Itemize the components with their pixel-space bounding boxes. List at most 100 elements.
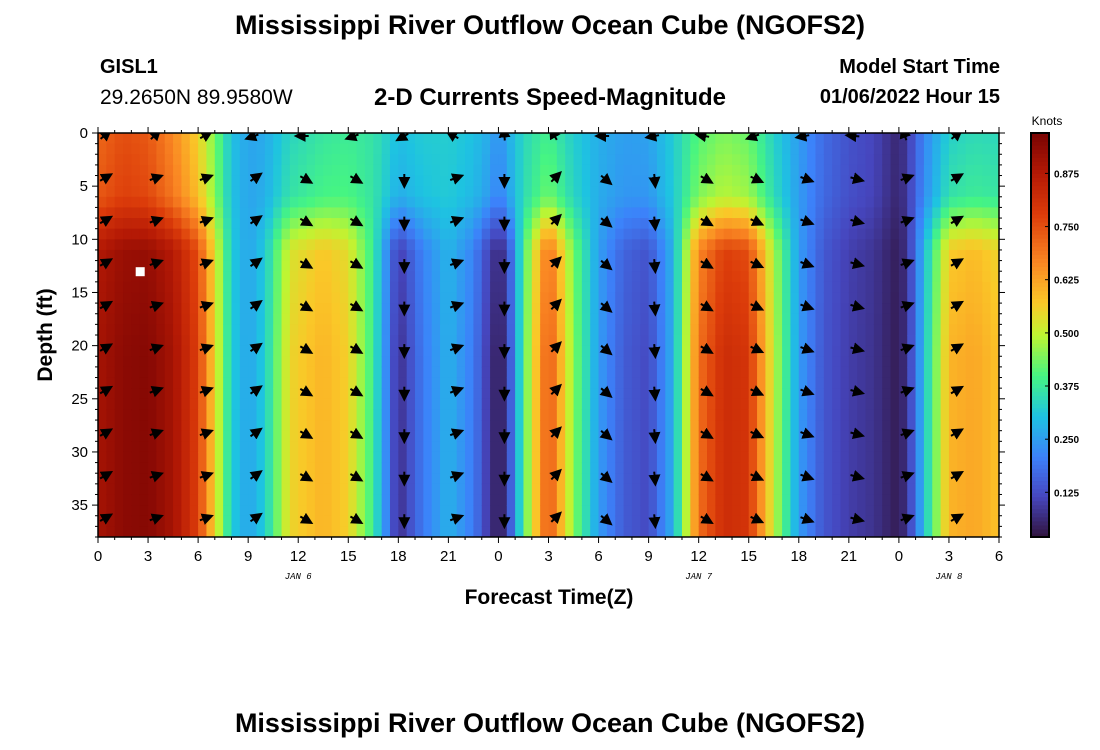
heatmap-cell <box>406 313 416 325</box>
heatmap-cell <box>415 420 424 432</box>
heatmap-cell <box>807 420 817 432</box>
heatmap-cell <box>832 260 842 272</box>
heatmap-cell <box>314 505 324 517</box>
heatmap-cell <box>940 324 950 336</box>
heatmap-cell <box>339 249 349 262</box>
heatmap-cell <box>139 345 149 357</box>
heatmap-cell <box>239 186 249 198</box>
heatmap-cell <box>548 505 558 517</box>
heatmap-cell <box>748 186 758 198</box>
heatmap-cell <box>982 228 992 240</box>
heatmap-cell <box>498 196 508 209</box>
heatmap-cell <box>990 228 999 240</box>
heatmap-cell <box>456 271 466 283</box>
heatmap-cell <box>331 526 341 537</box>
heatmap-cell <box>590 494 600 506</box>
colorbar-step <box>1031 480 1049 486</box>
heatmap-cell <box>231 441 241 453</box>
heatmap-cell <box>732 409 741 421</box>
heatmap-cell <box>456 281 466 294</box>
heatmap-cell <box>323 164 333 177</box>
heatmap-cell <box>531 388 541 400</box>
heatmap-cell <box>248 441 258 453</box>
heatmap-cell <box>314 260 324 272</box>
heatmap-cell <box>465 175 475 187</box>
current-vector-arrow <box>900 386 915 398</box>
heatmap-cell <box>973 526 983 537</box>
heatmap-cell <box>757 164 766 177</box>
heatmap-cell <box>406 196 416 209</box>
heatmap-cell <box>923 388 933 400</box>
heatmap-cell <box>832 388 842 400</box>
x-tick-label: 21 <box>440 548 457 565</box>
heatmap-cell <box>273 420 283 432</box>
heatmap-cell <box>815 441 825 453</box>
heatmap-cell <box>423 494 433 506</box>
heatmap-cell <box>715 526 725 537</box>
heatmap-cell <box>715 133 725 145</box>
heatmap-cell <box>114 292 124 304</box>
heatmap-cell <box>990 249 999 262</box>
heatmap-cell <box>757 228 766 240</box>
heatmap-cell <box>965 515 975 527</box>
heatmap-cell <box>915 196 925 209</box>
heatmap-cell <box>857 164 867 177</box>
heatmap-cell <box>506 388 516 400</box>
heatmap-cell <box>398 218 408 230</box>
heatmap-cell <box>715 281 725 294</box>
heatmap-cell <box>481 143 491 155</box>
heatmap-cell <box>656 345 666 357</box>
current-vector-arrow <box>750 215 765 226</box>
heatmap-cell <box>106 451 116 464</box>
heatmap-cell <box>606 409 616 421</box>
heatmap-cell <box>982 207 992 219</box>
heatmap-cell <box>373 451 383 464</box>
heatmap-cell <box>740 366 750 379</box>
heatmap-cell <box>707 377 716 389</box>
heatmap-cell <box>473 154 483 166</box>
heatmap-cell <box>782 164 792 177</box>
current-vector-arrow <box>149 343 164 355</box>
heatmap-cell <box>523 483 533 496</box>
heatmap-cell <box>840 313 850 325</box>
heatmap-cell <box>932 218 942 230</box>
heatmap-cell <box>915 133 925 145</box>
heatmap-cell <box>415 515 424 527</box>
heatmap-cell <box>381 420 391 432</box>
heatmap-cell <box>206 271 216 283</box>
heatmap-cell <box>940 196 950 209</box>
heatmap-cell <box>273 186 283 198</box>
heatmap-cell <box>873 175 883 187</box>
heatmap-cell <box>882 505 892 517</box>
heatmap-cell <box>498 398 508 411</box>
heatmap-cell <box>339 430 349 442</box>
heatmap-cell <box>515 207 525 219</box>
heatmap-cell <box>948 483 958 496</box>
heatmap-cell <box>106 505 116 517</box>
heatmap-cell <box>515 228 525 240</box>
heatmap-cell <box>556 505 566 517</box>
heatmap-cell <box>306 313 316 325</box>
heatmap-cell <box>298 164 308 177</box>
heatmap-cell <box>815 239 825 251</box>
heatmap-cell <box>648 281 658 294</box>
heatmap-cell <box>289 143 299 155</box>
heatmap-cell <box>748 441 758 453</box>
heatmap-cell <box>857 260 867 272</box>
heatmap-cell <box>506 175 516 187</box>
heatmap-cell <box>648 335 658 347</box>
heatmap-cell <box>832 249 842 262</box>
heatmap-cell <box>765 377 775 389</box>
heatmap-cell <box>98 324 107 336</box>
current-vector-arrow <box>800 470 815 482</box>
heatmap-cell <box>139 324 149 336</box>
heatmap-cell <box>248 505 258 517</box>
heatmap-cell <box>740 133 750 145</box>
heatmap-cell <box>865 239 875 251</box>
heatmap-cell <box>823 420 833 432</box>
heatmap-cell <box>239 462 249 474</box>
heatmap-cell <box>139 366 149 379</box>
heatmap-cell <box>707 133 716 145</box>
heatmap-cell <box>915 292 925 304</box>
